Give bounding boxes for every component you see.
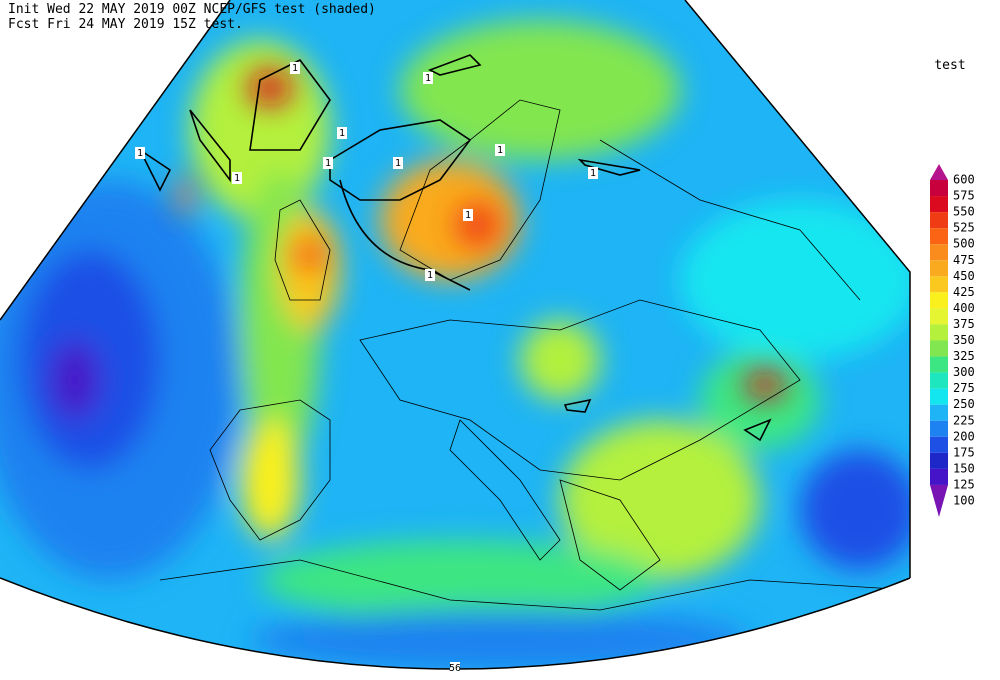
colorbar-label: 400 (953, 301, 975, 315)
contour-label-bg (393, 157, 403, 169)
contour-label-bg (463, 209, 473, 221)
contour-label-bg (290, 62, 300, 74)
colorbar-box (930, 244, 948, 261)
colorbar-label: 300 (953, 365, 975, 379)
colorbar-box (930, 436, 948, 453)
colorbar-cap (930, 164, 948, 180)
colorbar-label: 150 (953, 461, 975, 475)
contour-label: 1 (325, 158, 331, 169)
map-shading (0, 0, 910, 669)
colorbar-box (930, 356, 948, 373)
colorbar-label: 350 (953, 333, 975, 347)
contour-label-bg (337, 127, 347, 139)
header-line: Init Wed 22 MAY 2019 00Z NCEP/GFS test (… (8, 2, 376, 17)
colorbar-box (930, 180, 948, 197)
colorbar-label: 125 (953, 477, 975, 491)
contour-label: 1 (425, 73, 431, 84)
contour-label-bg (450, 662, 460, 674)
colorbar-label: 575 (953, 189, 975, 203)
colorbar-label: 100 (953, 494, 975, 508)
contour-label: 1 (395, 158, 401, 169)
colorbar-label: 250 (953, 397, 975, 411)
colorbar-box (930, 212, 948, 229)
contour-label-bg (135, 147, 145, 159)
colorbar-box (930, 260, 948, 277)
colorbar-box (930, 452, 948, 469)
contour-label-bg (423, 72, 433, 84)
colorbar-box (930, 324, 948, 341)
contour-label-bg (495, 144, 505, 156)
contour-label-bg (425, 269, 435, 281)
contour-label: 1 (339, 128, 345, 139)
colorbar-label: 600 (953, 173, 975, 187)
colorbar-box (930, 340, 948, 357)
colorbar-box (930, 196, 948, 213)
colorbar-label: 500 (953, 237, 975, 251)
contour-label: 56 (449, 663, 461, 674)
colorbar-label: 200 (953, 429, 975, 443)
colorbar-box (930, 468, 948, 485)
colorbar-box (930, 276, 948, 293)
contours (137, 54, 772, 442)
colorbar-cap (930, 484, 948, 517)
coastlines (159, 99, 910, 611)
colorbar-label: 225 (953, 413, 975, 427)
colorbar-box (930, 228, 948, 245)
contour-label: 1 (427, 270, 433, 281)
contour-label: 1 (590, 168, 596, 179)
colorbar-box (930, 292, 948, 309)
colorbar-label: 375 (953, 317, 975, 331)
colorbar-box (930, 372, 948, 389)
colorbar-label: 525 (953, 221, 975, 235)
contour-label: 1 (465, 210, 471, 221)
contour-label-bg (323, 157, 333, 169)
colorbar-box (930, 308, 948, 325)
colorbar-label: 550 (953, 205, 975, 219)
colorbar-label: 275 (953, 381, 975, 395)
header-line: Fcst Fri 24 MAY 2019 15Z test. (8, 17, 243, 32)
colorbar-box (930, 420, 948, 437)
contour-label: 1 (497, 145, 503, 156)
colorbar-label: 475 (953, 253, 975, 267)
contour-label: 1 (137, 148, 143, 159)
colorbar-box (930, 404, 948, 421)
colorbar-label: 325 (953, 349, 975, 363)
contour-label-bg (232, 172, 242, 184)
contour-label: 1 (234, 173, 240, 184)
colorbar-box (930, 388, 948, 405)
legend-title: test (934, 58, 965, 73)
colorbar-label: 425 (953, 285, 975, 299)
colorbar-label: 175 (953, 445, 975, 459)
colorbar-label: 450 (953, 269, 975, 283)
contour-label-bg (588, 167, 598, 179)
contour-label: 1 (292, 63, 298, 74)
